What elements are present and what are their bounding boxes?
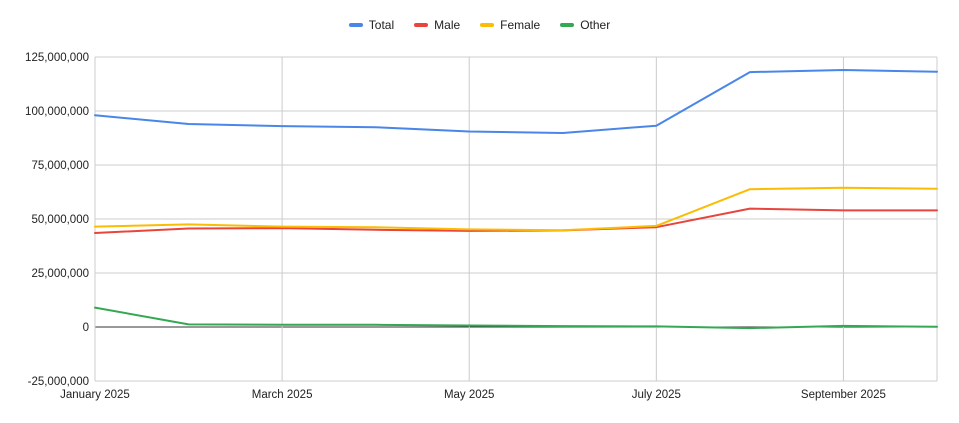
series-line-total xyxy=(94,69,938,134)
legend: Total Male Female Other xyxy=(0,18,959,32)
x-tick-label: May 2025 xyxy=(444,389,495,401)
legend-swatch-total xyxy=(348,23,363,27)
series-line-female xyxy=(94,186,938,232)
y-tick-label: 50,000,000 xyxy=(31,214,89,226)
legend-label-male: Male xyxy=(434,18,461,32)
y-tick-label: 125,000,000 xyxy=(25,52,89,64)
x-tick-label: July 2025 xyxy=(632,389,681,401)
y-tick-label: 25,000,000 xyxy=(31,268,89,280)
legend-swatch-female xyxy=(480,23,495,27)
legend-label-other: Other xyxy=(580,18,611,32)
y-tick-label: 0 xyxy=(83,322,89,334)
legend-item-total[interactable]: Total xyxy=(348,18,395,32)
y-tick-label: 75,000,000 xyxy=(31,160,89,172)
legend-item-male[interactable]: Male xyxy=(414,18,460,32)
legend-swatch-male xyxy=(414,23,429,27)
x-tick-label: September 2025 xyxy=(801,389,886,401)
legend-label-total: Total xyxy=(368,18,395,32)
series-line-other xyxy=(94,306,938,330)
legend-label-female: Female xyxy=(500,18,541,32)
y-tick-label: -25,000,000 xyxy=(28,376,89,388)
legend-item-female[interactable]: Female xyxy=(480,18,540,32)
y-tick-label: 100,000,000 xyxy=(25,106,89,118)
legend-item-other[interactable]: Other xyxy=(560,18,610,32)
legend-swatch-other xyxy=(560,23,575,27)
x-tick-label: January 2025 xyxy=(60,389,130,401)
x-tick-label: March 2025 xyxy=(252,389,313,401)
